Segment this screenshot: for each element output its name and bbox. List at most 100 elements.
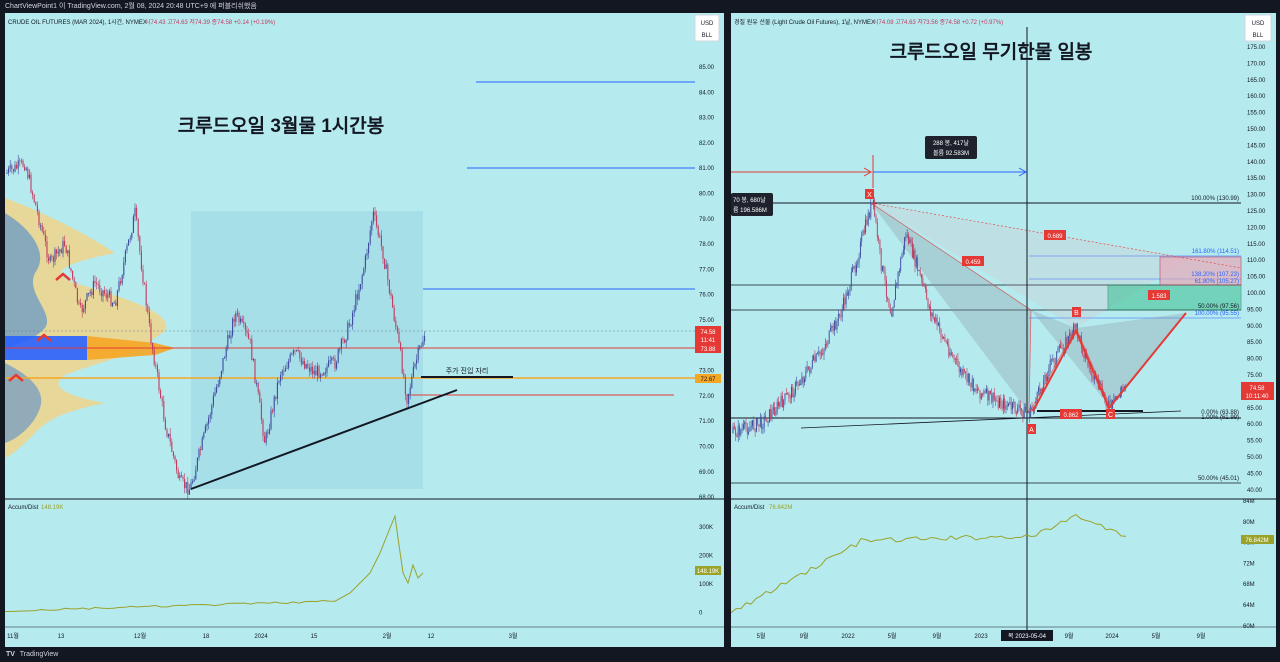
chart-panel-right[interactable]: 경질 원유 선물 (Light Crude Oil Futures), 1날, … [731, 13, 1276, 647]
candle-body [823, 349, 825, 355]
candle-body [815, 353, 817, 362]
candle-body [936, 317, 938, 326]
left-symbol-line[interactable]: CRUDE OIL FUTURES (MAR 2024), 1시간, NYMEX [8, 18, 147, 26]
cursor-date: 목 2023-05-04 [1008, 633, 1047, 640]
candle-body [1028, 411, 1030, 418]
candle-body [196, 457, 198, 470]
candle-body [40, 225, 42, 227]
candle-body [371, 221, 373, 231]
candle-body [121, 275, 123, 284]
price-tick-label: 73.00 [699, 369, 715, 375]
right-price-axis[interactable]: 175.00 170.00 165.00 160.00 155.00 150.00 145.… [1247, 45, 1266, 494]
right-indicator-value: 76.842M [1245, 538, 1268, 544]
candle-body [973, 378, 974, 392]
left-currency-box[interactable] [694, 14, 720, 42]
candle-body [809, 369, 811, 373]
time-tick-label: 2024 [254, 634, 268, 640]
harmonic-xab[interactable] [871, 203, 1031, 413]
candle-body [878, 237, 880, 240]
indicator-tick-label: 0 [699, 611, 703, 617]
right-indicator-value-inline: 76.842M [769, 505, 792, 511]
right-last-price-badge [1241, 382, 1274, 392]
fib-label-8: 1.00% (61.99) [1201, 415, 1239, 421]
candle-body [172, 451, 174, 457]
candle-body [113, 302, 115, 304]
measure-box-line1: 288 봉, 417날 [933, 139, 970, 147]
candle-body [412, 366, 414, 377]
candle-body [923, 284, 925, 287]
candle-body [187, 482, 189, 495]
point-c-badge [1106, 409, 1115, 419]
candle-body [184, 479, 186, 489]
candle-body [997, 401, 999, 408]
candle-body [283, 370, 285, 372]
candle-body [1036, 391, 1038, 401]
measure-box [925, 136, 977, 159]
tradingview-logo-icon[interactable]: TV [6, 651, 15, 658]
candle-body [12, 169, 14, 172]
candle-body [324, 372, 326, 374]
candle-body [9, 165, 11, 169]
candle-body [739, 425, 740, 436]
right-symbol-line[interactable]: 경질 원유 선물 (Light Crude Oil Futures), 1날, … [734, 18, 875, 26]
indicator-tick-label: 200K [699, 554, 713, 560]
candle-body [336, 362, 338, 369]
candle-body [27, 168, 29, 179]
candle-body [857, 262, 859, 265]
candle-body [102, 290, 104, 297]
candle-body [757, 418, 759, 425]
candle-body [1088, 365, 1090, 368]
candle-body [882, 266, 883, 271]
candle-body [289, 354, 291, 362]
candle-body [291, 353, 293, 355]
candle-body [348, 322, 350, 326]
candle-body [1060, 345, 1062, 348]
candle-body [771, 409, 773, 418]
candle-body [928, 306, 930, 308]
time-tick-label: 9월 [800, 632, 809, 640]
candle-body [748, 431, 750, 434]
time-tick-label: 13 [58, 634, 65, 640]
right-chart-svg[interactable]: 경질 원유 선물 (Light Crude Oil Futures), 1날, … [731, 13, 1276, 647]
candle-body [14, 164, 16, 172]
candle-body [1027, 411, 1029, 413]
candle-body [188, 489, 190, 495]
left-time-axis[interactable]: 11월 13 12월 18 2024 15 2월 12 3월 [7, 632, 517, 640]
right-currency-box[interactable] [1244, 14, 1272, 42]
ratio-badge-3 [1148, 290, 1170, 300]
candle-body [404, 376, 406, 395]
left-indicator-label[interactable]: Accum/Dist [8, 505, 39, 511]
right-time-axis[interactable]: 5월9월20225월9월20235월9월20245월9월 [757, 632, 1206, 640]
left-chart-svg[interactable]: CRUDE OIL FUTURES (MAR 2024), 1시간, NYMEX… [5, 13, 724, 647]
left-price-axis[interactable]: 85.00 84.00 83.00 82.00 81.00 80.00 79.00 78.00… [699, 65, 715, 501]
candle-body [163, 401, 165, 420]
candle-body [931, 312, 933, 317]
candle-body [246, 330, 248, 334]
price-tick-label: 90.00 [1247, 324, 1263, 330]
candle-body [62, 240, 64, 254]
candle-body [38, 211, 40, 226]
candle-body [1041, 388, 1043, 392]
candle-body [192, 481, 194, 483]
candle-body [120, 281, 122, 284]
candle-body [25, 168, 27, 171]
time-tick-label: 9월 [933, 632, 942, 640]
candle-body [51, 256, 53, 258]
green-zone[interactable] [1107, 284, 1242, 311]
candle-body [65, 245, 67, 254]
trend-line[interactable] [190, 389, 458, 490]
candle-body [308, 367, 310, 372]
candle-body [789, 397, 791, 399]
right-indicator-label[interactable]: Accum/Dist [734, 505, 765, 511]
chart-panel-left[interactable]: CRUDE OIL FUTURES (MAR 2024), 1시간, NYMEX… [5, 13, 724, 647]
pink-zone[interactable] [1159, 256, 1242, 286]
candle-body [1075, 323, 1077, 328]
candle-body [144, 283, 146, 285]
candle-body [44, 234, 46, 242]
candle-body [1001, 405, 1003, 409]
candle-body [128, 239, 130, 246]
left-ohlc: 시74.43 고74.63 저74.39 종74.58 +0.14 (+0.19… [145, 18, 275, 26]
left-indicator-value: 148.19K [697, 569, 719, 575]
candle-body [396, 326, 398, 332]
projection-zigzag[interactable] [1032, 312, 1187, 412]
